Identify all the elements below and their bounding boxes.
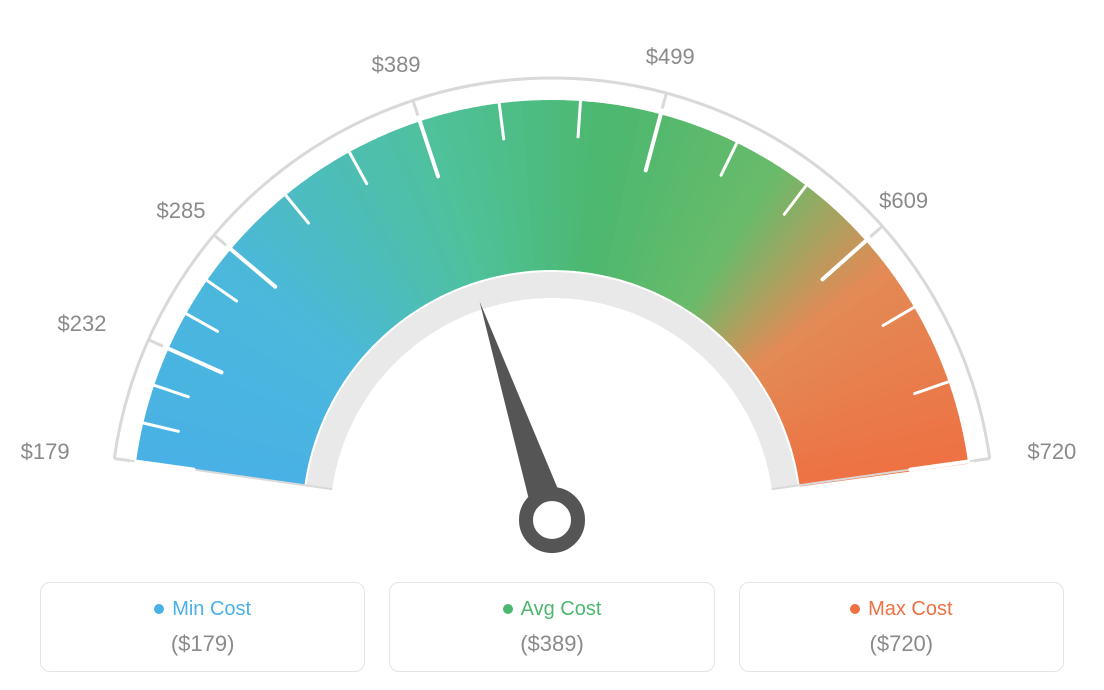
legend-title-avg: Avg Cost [503, 599, 602, 619]
legend-label: Max Cost [868, 599, 952, 619]
legend-value-max: ($720) [750, 631, 1053, 657]
legend-title-max: Max Cost [850, 599, 952, 619]
legend-value-min: ($179) [51, 631, 354, 657]
legend-value-avg: ($389) [400, 631, 703, 657]
legend-card-min: Min Cost ($179) [40, 582, 365, 672]
tick-label: $232 [58, 311, 107, 337]
legend-row: Min Cost ($179) Avg Cost ($389) Max Cost… [40, 582, 1064, 672]
tick-label: $609 [879, 188, 928, 214]
legend-label: Avg Cost [521, 599, 602, 619]
gauge-area: $179 $232 $285 $389 $499 $609 $720 [0, 0, 1104, 560]
tick-label: $179 [21, 439, 70, 465]
tick-label: $285 [157, 198, 206, 224]
needle-hub [526, 494, 578, 546]
tick-label: $720 [1027, 439, 1076, 465]
tick-label: $499 [646, 44, 695, 70]
dot-icon [154, 604, 164, 614]
legend-card-max: Max Cost ($720) [739, 582, 1064, 672]
tick-label: $389 [372, 52, 421, 78]
legend-title-min: Min Cost [154, 599, 251, 619]
dot-icon [850, 604, 860, 614]
legend-card-avg: Avg Cost ($389) [389, 582, 714, 672]
legend-label: Min Cost [172, 599, 251, 619]
dot-icon [503, 604, 513, 614]
chart-container: $179 $232 $285 $389 $499 $609 $720 Min Cost ($… [0, 0, 1104, 690]
gauge-svg [0, 0, 1104, 560]
